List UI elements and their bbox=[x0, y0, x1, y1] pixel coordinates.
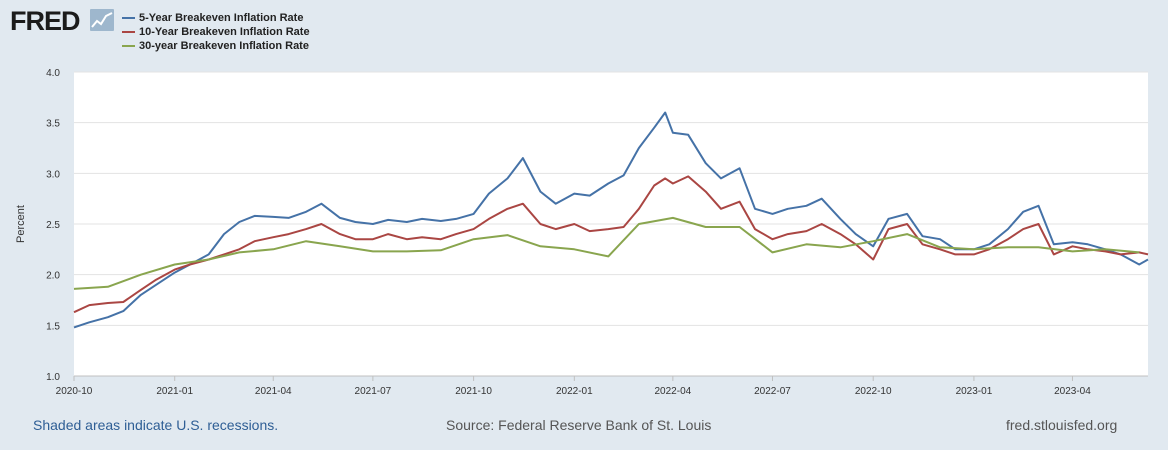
site-url-link[interactable]: fred.stlouisfed.org bbox=[1006, 417, 1118, 433]
legend-swatch bbox=[122, 31, 135, 33]
y-tick-label: 4.0 bbox=[46, 68, 60, 79]
legend-swatch bbox=[122, 45, 135, 47]
y-tick-label: 1.0 bbox=[46, 372, 60, 383]
legend-label: 5-Year Breakeven Inflation Rate bbox=[139, 12, 304, 24]
y-tick-label: 2.5 bbox=[46, 220, 60, 231]
legend-item-3[interactable]: 30-year Breakeven Inflation Rate bbox=[122, 39, 310, 53]
x-tick-label: 2021-04 bbox=[255, 386, 292, 397]
x-tick-label: 2021-01 bbox=[156, 386, 193, 397]
y-tick-label: 1.5 bbox=[46, 321, 60, 332]
fred-logo[interactable]: FRED bbox=[10, 6, 80, 36]
x-tick-label: 2023-04 bbox=[1054, 386, 1091, 397]
y-tick-label: 2.0 bbox=[46, 271, 60, 282]
recession-note-link[interactable]: Shaded areas indicate U.S. recessions. bbox=[33, 417, 279, 433]
line-chart: 1.0 1.5 2.0 2.5 3.0 3.5 4.0 Percent 2020-10 2021-… bbox=[15, 68, 1149, 397]
legend-label: 30-year Breakeven Inflation Rate bbox=[139, 40, 309, 52]
series-line-3 bbox=[73, 216, 1140, 290]
y-tick-label: 3.5 bbox=[46, 119, 60, 130]
y-axis-title: Percent bbox=[15, 205, 27, 243]
x-tick-label: 2021-10 bbox=[455, 386, 492, 397]
x-tick-label: 2022-01 bbox=[556, 386, 593, 397]
legend-swatch bbox=[122, 17, 135, 19]
x-tick-label: 2023-01 bbox=[956, 386, 993, 397]
x-tick-label: 2022-07 bbox=[754, 386, 791, 397]
x-tick-label: 2021-07 bbox=[355, 386, 392, 397]
legend-item-1[interactable]: 5-Year Breakeven Inflation Rate bbox=[122, 11, 310, 25]
y-tick-label: 3.0 bbox=[46, 169, 60, 180]
legend-item-2[interactable]: 10-Year Breakeven Inflation Rate bbox=[122, 25, 310, 39]
series-line-2 bbox=[73, 175, 1149, 314]
legend-label: 10-Year Breakeven Inflation Rate bbox=[139, 26, 310, 38]
x-tick-label: 2020-10 bbox=[56, 386, 93, 397]
line-graph-icon bbox=[90, 9, 114, 31]
x-tick-label: 2022-04 bbox=[655, 386, 692, 397]
chart-legend: 5-Year Breakeven Inflation Rate 10-Year B… bbox=[122, 11, 310, 53]
source-note: Source: Federal Reserve Bank of St. Loui… bbox=[446, 417, 712, 433]
x-tick-label: 2022-10 bbox=[855, 386, 892, 397]
